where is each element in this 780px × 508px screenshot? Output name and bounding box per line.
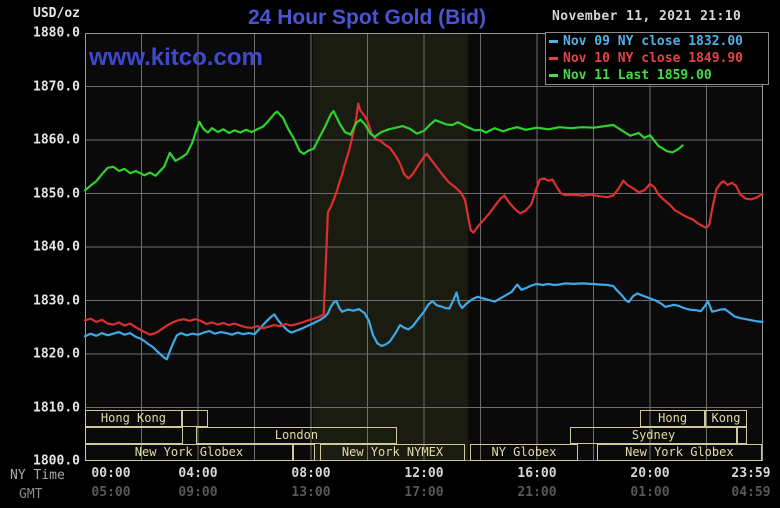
nov09-dash-icon	[549, 40, 558, 43]
y-tick-label: 1810.0	[33, 400, 80, 415]
ny-time-tick-label: 04:00	[178, 466, 218, 481]
y-axis-unit-label: USD/oz	[33, 6, 80, 21]
ny-time-tick-label: 08:00	[291, 466, 331, 481]
y-tick-label: 1850.0	[33, 186, 80, 201]
session-box-london: London	[196, 427, 397, 444]
ny-time-tick-label: 23:59	[731, 466, 771, 481]
gmt-axis-label: GMT	[19, 487, 43, 502]
session-box	[737, 427, 748, 444]
session-box-kong: Kong	[705, 410, 747, 427]
session-box	[292, 444, 315, 461]
series-nov-09	[83, 282, 764, 361]
y-tick-label: 1840.0	[33, 239, 80, 255]
gmt-time-tick-label: 01:00	[630, 485, 670, 500]
session-box-new-york-globex: New York Globex	[85, 444, 293, 461]
y-tick-label: 1830.0	[33, 293, 80, 308]
series-nov-10	[83, 102, 764, 336]
session-box-hong-kong: Hong Kong	[85, 410, 182, 427]
chart-title: 24 Hour Spot Gold (Bid)	[248, 6, 486, 29]
ny-time-tick-label: 12:00	[404, 466, 444, 481]
legend-item-label: Nov 10 NY close 1849.90	[563, 51, 744, 66]
gmt-time-tick-label: 17:00	[404, 485, 444, 500]
legend-item-nov10: Nov 10 NY close 1849.90	[546, 50, 768, 67]
nov10-dash-icon	[549, 57, 558, 60]
session-box-sydney: Sydney	[570, 427, 737, 444]
session-box-new-york-nymex: New York NYMEX	[320, 444, 465, 461]
legend-item-label: Nov 11 Last 1859.00	[563, 68, 712, 83]
series-nov-11	[83, 109, 684, 192]
y-tick-label: 1870.0	[33, 79, 80, 94]
ny-time-tick-label: 20:00	[630, 466, 670, 481]
legend-item-label: Nov 09 NY close 1832.00	[563, 34, 744, 49]
ny-time-tick-label: 16:00	[517, 466, 557, 481]
y-tick-label: 1860.0	[33, 132, 80, 148]
session-box-new-york-globex: New York Globex	[596, 444, 762, 461]
nov11-dash-icon	[549, 74, 558, 77]
ny-time-axis-label: NY Time	[10, 468, 65, 483]
legend-item-nov11: Nov 11 Last 1859.00	[546, 67, 768, 84]
legend-item-nov09: Nov 09 NY close 1832.00	[546, 33, 768, 50]
gmt-time-tick-label: 05:00	[91, 485, 131, 500]
chart-datetime: November 11, 2021 21:10	[552, 9, 742, 24]
session-box-ny-globex: NY Globex	[470, 444, 578, 461]
gmt-time-tick-label: 21:00	[517, 485, 557, 500]
legend-box: Nov 09 NY close 1832.00 Nov 10 NY close …	[545, 32, 769, 85]
y-tick-label: 1820.0	[33, 346, 80, 362]
session-box	[181, 410, 208, 427]
session-box-hong: Hong	[640, 410, 706, 427]
ny-time-tick-label: 00:00	[91, 466, 131, 481]
y-tick-label: 1880.0	[33, 25, 80, 41]
session-box	[85, 427, 184, 444]
gmt-time-tick-label: 04:59	[731, 485, 771, 500]
gmt-time-tick-label: 13:00	[291, 485, 331, 500]
gmt-time-tick-label: 09:00	[178, 485, 218, 500]
y-tick-label: 1800.0	[33, 453, 80, 469]
kitco-watermark: www.kitco.com	[89, 44, 263, 71]
